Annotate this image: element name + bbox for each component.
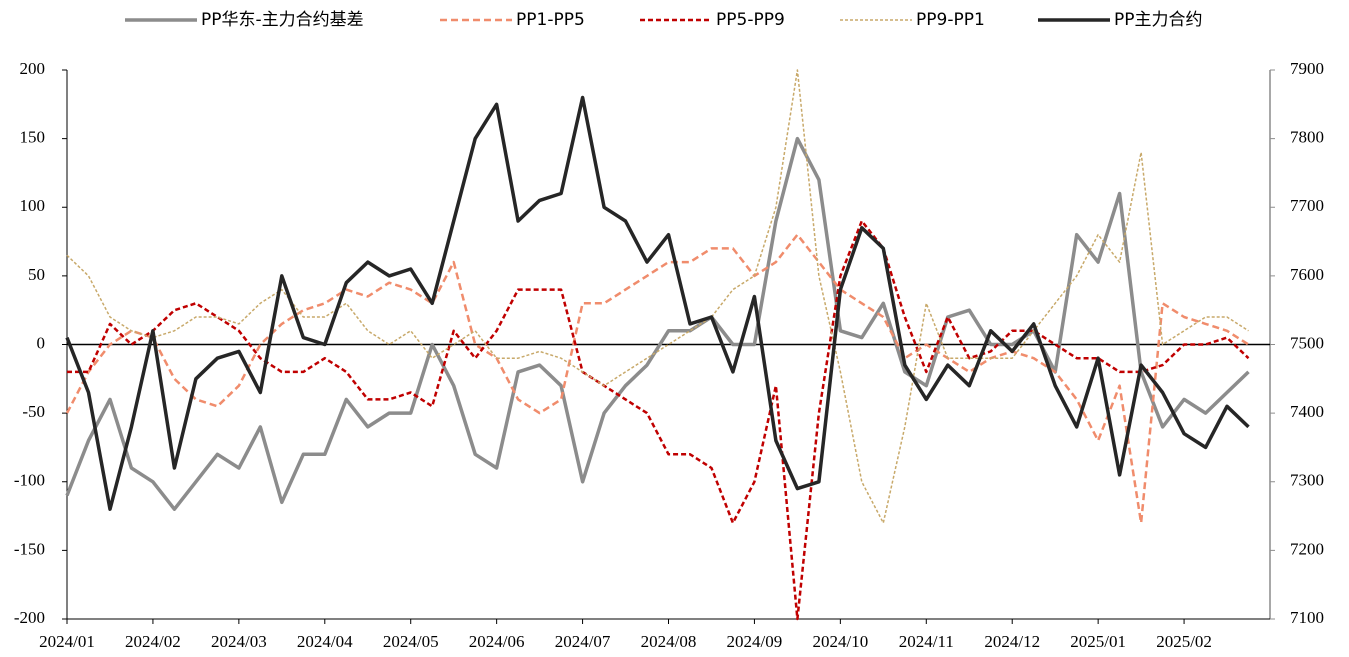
x-tick-label: 2024/11: [899, 632, 954, 651]
y-tick-label: -50: [22, 402, 45, 421]
y-tick-label: -150: [14, 539, 45, 558]
x-tick-label: 2024/10: [812, 632, 868, 651]
y2-tick-label: 7700: [1290, 196, 1324, 215]
x-tick-label: 2024/12: [984, 632, 1040, 651]
y2-tick-label: 7300: [1290, 471, 1324, 490]
series-line: [65, 136, 1250, 511]
x-tick-label: 2024/01: [39, 632, 95, 651]
x-tick-label: 2025/01: [1070, 632, 1126, 651]
legend-label: PP1-PP5: [516, 10, 585, 30]
y2-tick-label: 7900: [1290, 59, 1324, 78]
x-tick-label: 2024/04: [297, 632, 353, 651]
y2-tick-label: 7400: [1290, 402, 1324, 421]
x-tick-label: 2024/03: [211, 632, 267, 651]
y2-tick-label: 7500: [1290, 333, 1324, 352]
x-tick-label: 2025/02: [1156, 632, 1212, 651]
y2-tick-label: 7100: [1290, 608, 1324, 627]
x-tick-label: 2024/05: [383, 632, 439, 651]
x-tick-label: 2024/06: [469, 632, 525, 651]
y2-tick-label: 7200: [1290, 539, 1324, 558]
legend-label: PP5-PP9: [716, 10, 785, 30]
series-line: [65, 233, 1250, 525]
x-tick-label: 2024/02: [125, 632, 181, 651]
series-line: [67, 219, 1250, 621]
series-line: [66, 69, 1249, 524]
legend-label: PP华东-主力合约基差: [201, 10, 364, 30]
series-line: [65, 95, 1250, 511]
y-tick-label: 150: [20, 128, 46, 147]
legend-label: PP9-PP1: [916, 10, 985, 30]
y2-tick-label: 7800: [1290, 128, 1324, 147]
y-tick-label: 100: [20, 196, 46, 215]
y2-tick-label: 7600: [1290, 265, 1324, 284]
x-tick-label: 2024/07: [555, 632, 611, 651]
y-tick-label: 50: [28, 265, 45, 284]
y-tick-label: -100: [14, 471, 45, 490]
x-tick-label: 2024/09: [727, 632, 783, 651]
x-tick-label: 2024/08: [641, 632, 697, 651]
y-tick-label: 200: [20, 59, 46, 78]
y-tick-label: 0: [37, 333, 46, 352]
y-tick-label: -200: [14, 608, 45, 627]
legend-label: PP主力合约: [1114, 10, 1203, 30]
